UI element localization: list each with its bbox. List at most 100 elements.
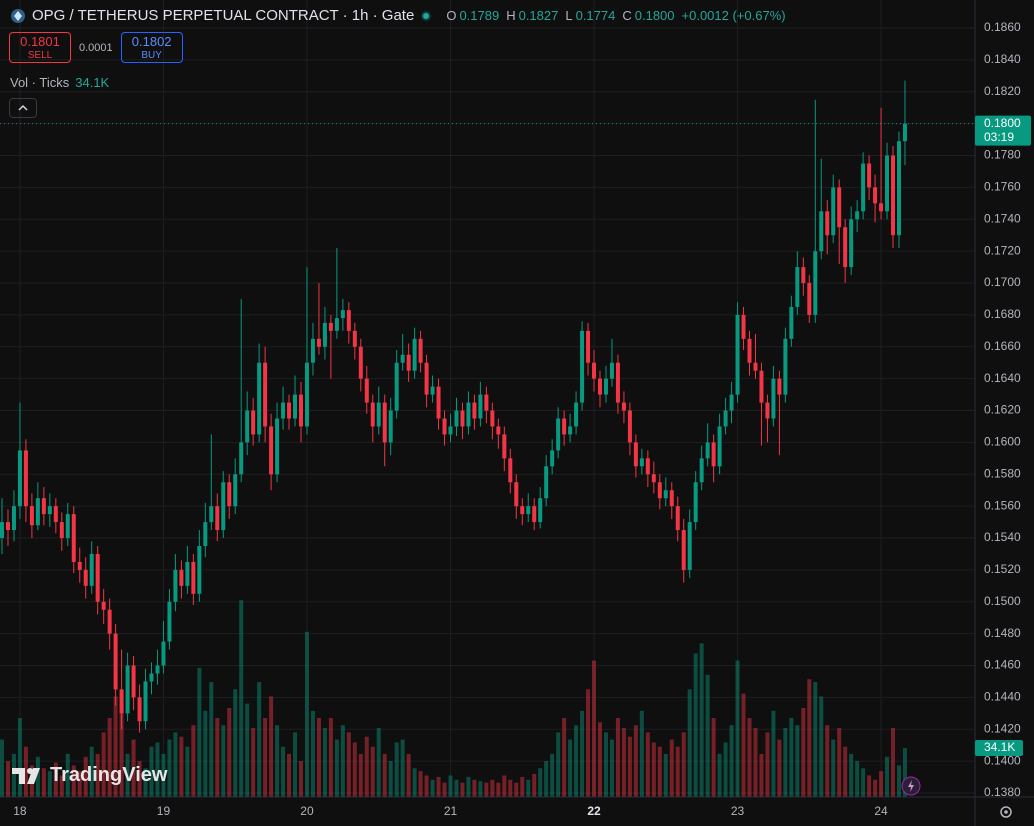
candle-body <box>59 522 64 539</box>
candle-body <box>245 410 250 443</box>
volume-name: Vol · Ticks <box>10 75 70 90</box>
lightning-icon[interactable] <box>901 776 921 796</box>
sell-button[interactable]: 0.1801 SELL <box>9 32 71 63</box>
volume-bar <box>562 718 567 797</box>
volume-bar <box>406 753 411 797</box>
candle-body <box>819 211 824 252</box>
volume-bar <box>759 753 764 797</box>
candle-body <box>837 187 842 228</box>
volume-value: 34.1K <box>75 75 110 90</box>
volume-bar <box>747 718 752 797</box>
y-tick-label: 0.1860 <box>984 20 1021 34</box>
x-tick-label: 22 <box>587 804 601 818</box>
volume-bar <box>807 679 812 797</box>
volume-bar <box>897 765 901 797</box>
candle-body <box>651 474 656 483</box>
volume-bar <box>639 710 644 797</box>
volume-bar <box>191 725 196 797</box>
candle-body <box>867 163 872 188</box>
y-tick-label: 0.1460 <box>984 658 1021 672</box>
x-tick-label: 20 <box>300 804 314 818</box>
volume-bar <box>185 746 190 797</box>
candle-body <box>430 386 435 395</box>
candle-body <box>873 187 878 204</box>
candle-body <box>813 251 818 315</box>
candle-body <box>143 681 148 722</box>
volume-bar <box>490 779 495 797</box>
volume-bar <box>53 762 58 797</box>
y-tick-label: 0.1660 <box>984 339 1021 353</box>
candle-body <box>807 283 812 315</box>
collapse-button[interactable] <box>9 98 37 118</box>
settings-icon[interactable] <box>1000 806 1012 818</box>
buy-button[interactable]: 0.1802 BUY <box>120 32 183 63</box>
candle-body <box>179 569 184 586</box>
volume-bar <box>65 753 70 797</box>
candle-body <box>83 569 88 586</box>
volume-bar <box>681 732 686 797</box>
volume-bar <box>131 739 136 797</box>
volume-bar <box>502 775 507 797</box>
volume-bar <box>496 782 501 797</box>
countdown-label: 03:19 <box>984 130 1014 144</box>
candle-body <box>53 506 58 523</box>
candle-body <box>747 338 752 363</box>
volume-bar <box>394 742 399 797</box>
volume-bar <box>789 718 794 797</box>
volume-bar <box>825 725 830 797</box>
volume-bar <box>376 728 381 797</box>
volume-bar <box>556 732 561 797</box>
volume-bar <box>424 775 429 797</box>
candle-body <box>352 330 357 347</box>
candle-body <box>496 426 501 435</box>
volume-bar <box>95 753 100 797</box>
volume-bar <box>837 728 842 797</box>
candle-body <box>424 362 429 395</box>
candle-body <box>639 458 644 467</box>
y-tick-label: 0.1480 <box>984 626 1021 640</box>
candle-body <box>687 522 692 570</box>
volume-bar <box>693 653 698 797</box>
volume-bar <box>777 739 782 797</box>
candle-body <box>376 402 381 427</box>
high-value: 0.1827 <box>518 8 559 23</box>
volume-bar <box>418 771 423 797</box>
volume-bar <box>442 782 447 797</box>
volume-bar <box>59 775 64 797</box>
candle-body <box>657 482 662 499</box>
x-tick-label: 18 <box>13 804 27 818</box>
candle-body <box>400 354 405 363</box>
volume-bar <box>221 725 226 797</box>
volume-bar <box>478 781 483 797</box>
y-tick-label: 0.1820 <box>984 84 1021 98</box>
candle-body <box>406 354 411 371</box>
volume-bar <box>400 739 405 797</box>
candle-body <box>281 402 286 419</box>
candle-body <box>586 330 591 363</box>
candle-body <box>257 362 262 435</box>
candle-body <box>340 310 345 319</box>
sell-label: SELL <box>27 50 53 61</box>
volume-bar <box>263 718 268 797</box>
y-tick-label: 0.1580 <box>984 466 1021 480</box>
trade-buttons: 0.1801 SELL 0.0001 0.1802 BUY <box>9 32 183 63</box>
volume-bar <box>544 761 549 797</box>
volume-bar <box>550 753 555 797</box>
symbol-header: OPG / TETHERUS PERPETUAL CONTRACT · 1h ·… <box>10 7 790 24</box>
spread: 0.0001 <box>79 41 113 54</box>
volume-bar <box>783 728 788 797</box>
volume-bar <box>334 739 339 797</box>
candle-body <box>490 410 495 427</box>
volume-bar <box>741 693 746 797</box>
volume-bar <box>275 725 280 797</box>
candle-body <box>532 506 537 523</box>
low-value: 0.1774 <box>575 8 616 23</box>
x-tick-label: 19 <box>157 804 171 818</box>
candle-body <box>299 394 303 427</box>
volume-bar <box>873 779 878 797</box>
candle-body <box>412 338 417 371</box>
symbol-title: OPG / TETHERUS PERPETUAL CONTRACT · 1h ·… <box>32 7 415 24</box>
candle-body <box>269 426 274 475</box>
candle-body <box>275 418 280 475</box>
close-key: C <box>622 8 632 23</box>
